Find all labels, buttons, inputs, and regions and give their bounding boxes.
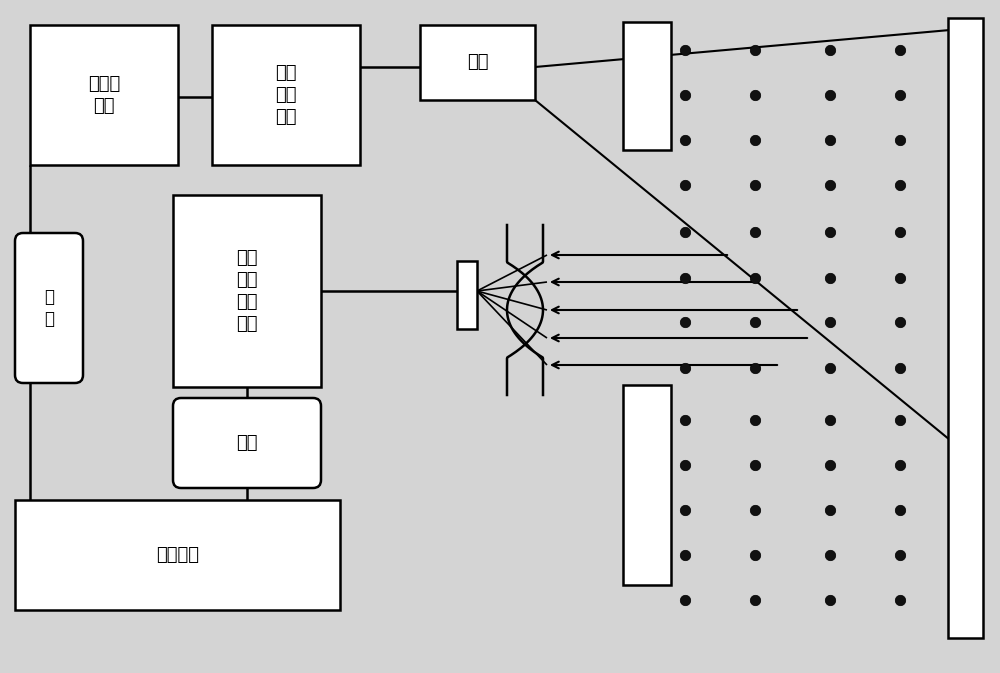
Text: 光源: 光源 [467, 53, 488, 71]
Bar [420, 25, 535, 100]
Text: 解调: 解调 [236, 434, 258, 452]
Text: 激光器
驱动: 激光器 驱动 [88, 75, 120, 115]
Bar [15, 500, 340, 610]
Text: 调
制: 调 制 [44, 288, 54, 328]
Text: 光信
号接
收预
处理: 光信 号接 收预 处理 [236, 249, 258, 333]
FancyBboxPatch shape [15, 233, 83, 383]
Text: 微处理器: 微处理器 [156, 546, 199, 564]
Bar [623, 22, 671, 150]
Bar [457, 261, 477, 329]
Bar [30, 25, 178, 165]
Bar [212, 25, 360, 165]
Bar [623, 385, 671, 585]
Bar [173, 195, 321, 387]
Text: 功率
控制
算法: 功率 控制 算法 [275, 64, 297, 127]
FancyBboxPatch shape [173, 398, 321, 488]
Bar [948, 18, 983, 638]
